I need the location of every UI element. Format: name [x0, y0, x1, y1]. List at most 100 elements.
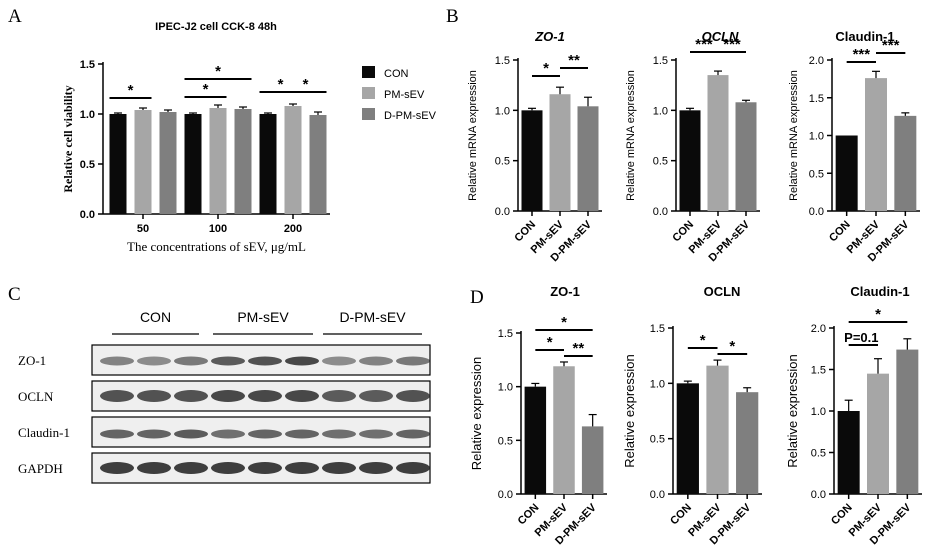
y-axis-title: Relative cell viability — [61, 85, 75, 192]
blot-band — [100, 356, 134, 366]
y-tick-label: 1.0 — [498, 382, 513, 394]
blot-band — [211, 356, 245, 366]
significance-marker: * — [543, 60, 549, 77]
y-axis-title: Relative expression — [622, 354, 637, 467]
bar-pm-sev — [706, 365, 729, 494]
x-tick-label: 50 — [137, 223, 149, 235]
blot-band — [248, 390, 282, 402]
y-tick-label: 1.0 — [809, 131, 824, 143]
significance-marker: * — [215, 63, 221, 80]
blot-band — [285, 390, 319, 402]
y-axis-title: Relative expression — [785, 354, 800, 467]
blot-band — [322, 390, 356, 402]
x-tick-label: CON — [827, 219, 853, 245]
bar-con — [521, 110, 543, 211]
bar-pm-sev — [209, 108, 227, 214]
y-tick-label: 0.5 — [809, 168, 824, 180]
blot-band — [248, 429, 282, 439]
blot-row-label: ZO-1 — [18, 353, 46, 368]
bar-con — [109, 114, 127, 214]
chart-b-zo1-mrna: ZO-1 0.0 0.5 1.0 1.5 Relative mRNA expression… — [467, 29, 602, 264]
blot-row-label: OCLN — [18, 389, 54, 404]
y-tick-label: 0.5 — [498, 435, 513, 447]
y-tick-label: 0.0 — [80, 209, 95, 221]
legend-swatch-pm-sev — [362, 87, 375, 99]
y-tick-label: 1.5 — [80, 59, 95, 71]
significance-marker: *** — [882, 37, 900, 54]
blot-band — [322, 429, 356, 439]
blot-band — [248, 462, 282, 474]
blot-group-label: CON — [140, 309, 171, 325]
bar-con — [184, 114, 202, 214]
bar-d-pm-sev — [736, 392, 759, 494]
x-tick-label: CON — [670, 219, 696, 245]
significance-marker: * — [203, 81, 209, 98]
y-tick-label: 0.5 — [495, 156, 510, 168]
significance-marker: * — [875, 306, 881, 323]
y-tick-label: 1.0 — [80, 109, 95, 121]
blot-row-label: GAPDH — [18, 461, 63, 476]
bar-con — [676, 383, 699, 494]
significance-marker: *** — [695, 36, 713, 53]
blot-band — [137, 462, 171, 474]
y-tick-label: 1.5 — [653, 55, 668, 67]
chart-title: Claudin-1 — [850, 284, 909, 299]
y-tick-label: 0.5 — [811, 448, 826, 460]
y-tick-label: 1.5 — [495, 55, 510, 67]
chart-title: ZO-1 — [550, 284, 580, 299]
bar-pm-sev — [134, 110, 152, 214]
significance-marker: * — [729, 338, 735, 355]
legend-swatch-d-pm-sev — [362, 108, 375, 120]
bar-d-pm-sev — [896, 349, 919, 494]
blot-band — [248, 356, 282, 366]
blot-band — [174, 429, 208, 439]
chart-a-cck8: IPEC-J2 cell CCK-8 48h 0.0 0.5 1.0 1.5 Relati… — [61, 21, 437, 254]
blot-band — [137, 429, 171, 439]
blot-band — [174, 462, 208, 474]
bar-pm-sev — [284, 106, 302, 214]
blot-band — [396, 429, 430, 439]
significance-marker: * — [303, 76, 309, 93]
chart-title: OCLN — [704, 284, 741, 299]
blot-row-label: Claudin-1 — [18, 425, 70, 440]
blot-band — [100, 429, 134, 439]
x-tick-label: 100 — [209, 223, 227, 235]
significance-marker: ** — [568, 52, 580, 69]
y-tick-label: 0.0 — [653, 206, 668, 218]
y-tick-label: 0.0 — [495, 206, 510, 218]
blot-band — [322, 356, 356, 366]
blot-band — [174, 390, 208, 402]
significance-marker: * — [547, 334, 553, 351]
bar-pm-sev — [549, 94, 571, 211]
significance-marker: * — [700, 332, 706, 349]
blot-band — [285, 462, 319, 474]
bar-d-pm-sev — [735, 102, 757, 211]
bar-pm-sev — [707, 75, 729, 211]
panel-label-d: D — [470, 287, 484, 308]
panel-label-a: A — [8, 6, 22, 27]
panel-label-b: B — [446, 6, 459, 27]
chart-title: ZO-1 — [534, 29, 565, 44]
significance-marker: *** — [853, 46, 871, 63]
bar-pm-sev — [553, 366, 575, 494]
significance-marker: P=0.1 — [844, 330, 878, 345]
y-tick-label: 0.0 — [811, 489, 826, 501]
bar-d-pm-sev — [234, 109, 252, 214]
panel-label-c: C — [8, 284, 21, 305]
blot-band — [174, 356, 208, 366]
significance-marker: *** — [723, 36, 741, 53]
y-axis-title: Relative mRNA expression — [467, 70, 479, 201]
blot-band — [137, 356, 171, 366]
blot-band — [359, 356, 393, 366]
y-axis-title: Relative expression — [469, 357, 484, 470]
y-tick-label: 1.5 — [498, 328, 513, 340]
legend-label: PM-sEV — [384, 89, 425, 101]
bar-d-pm-sev — [581, 426, 604, 494]
y-axis-title: Relative mRNA expression — [625, 70, 637, 201]
bar-con — [259, 114, 277, 214]
y-tick-label: 0.0 — [809, 206, 824, 218]
y-axis-title: Relative mRNA expression — [788, 70, 800, 201]
